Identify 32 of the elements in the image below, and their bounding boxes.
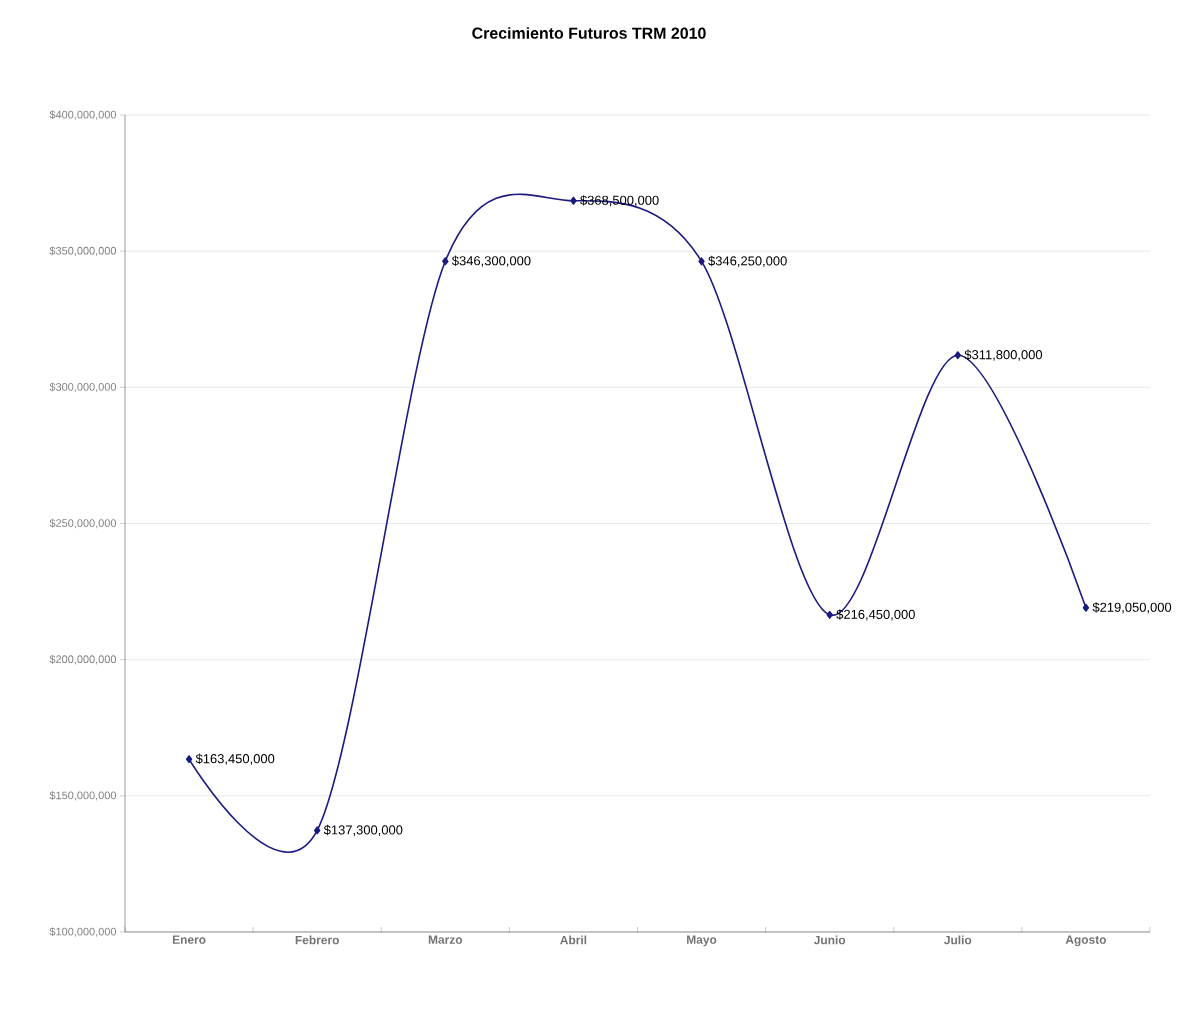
point — [954, 351, 961, 360]
data-label: $163,450,000 — [195, 753, 275, 765]
data-label: $216,450,000 — [836, 609, 915, 621]
x-tick-label: Febrero — [295, 935, 339, 945]
data-label: $346,300,000 — [451, 255, 531, 267]
x-tick-label: Enero — [172, 935, 206, 944]
data-label: $311,800,000 — [964, 349, 1043, 361]
point — [570, 196, 577, 205]
point — [826, 610, 833, 619]
x-tick-label: Marzo — [428, 935, 463, 944]
point — [442, 257, 449, 266]
y-tick-label: $200,000,000 — [49, 654, 117, 665]
x-tick-label: Abril — [560, 935, 587, 945]
y-tick-label: $150,000,000 — [49, 791, 117, 801]
data-label: $137,300,000 — [323, 824, 403, 837]
data-label: $368,500,000 — [580, 195, 659, 207]
y-tick-label: $400,000,000 — [49, 110, 117, 120]
point — [185, 755, 193, 764]
y-tick-label: $350,000,000 — [49, 246, 117, 256]
chart-title: Crecimiento Futuros TRM 2010 — [472, 27, 706, 39]
x-tick-label: Julio — [944, 935, 972, 945]
x-tick-label: Mayo — [687, 935, 717, 947]
data-label: $219,050,000 — [1092, 602, 1172, 614]
y-tick-label: $250,000,000 — [49, 518, 117, 529]
x-tick-label: Agosto — [1065, 935, 1107, 947]
point — [1082, 603, 1090, 612]
data-label: $346,250,000 — [708, 255, 787, 267]
x-tick-label: Junio — [813, 935, 846, 945]
y-tick-label: $100,000,000 — [49, 927, 117, 937]
point — [698, 257, 705, 266]
y-tick-label: $300,000,000 — [49, 382, 117, 393]
point — [313, 826, 321, 835]
